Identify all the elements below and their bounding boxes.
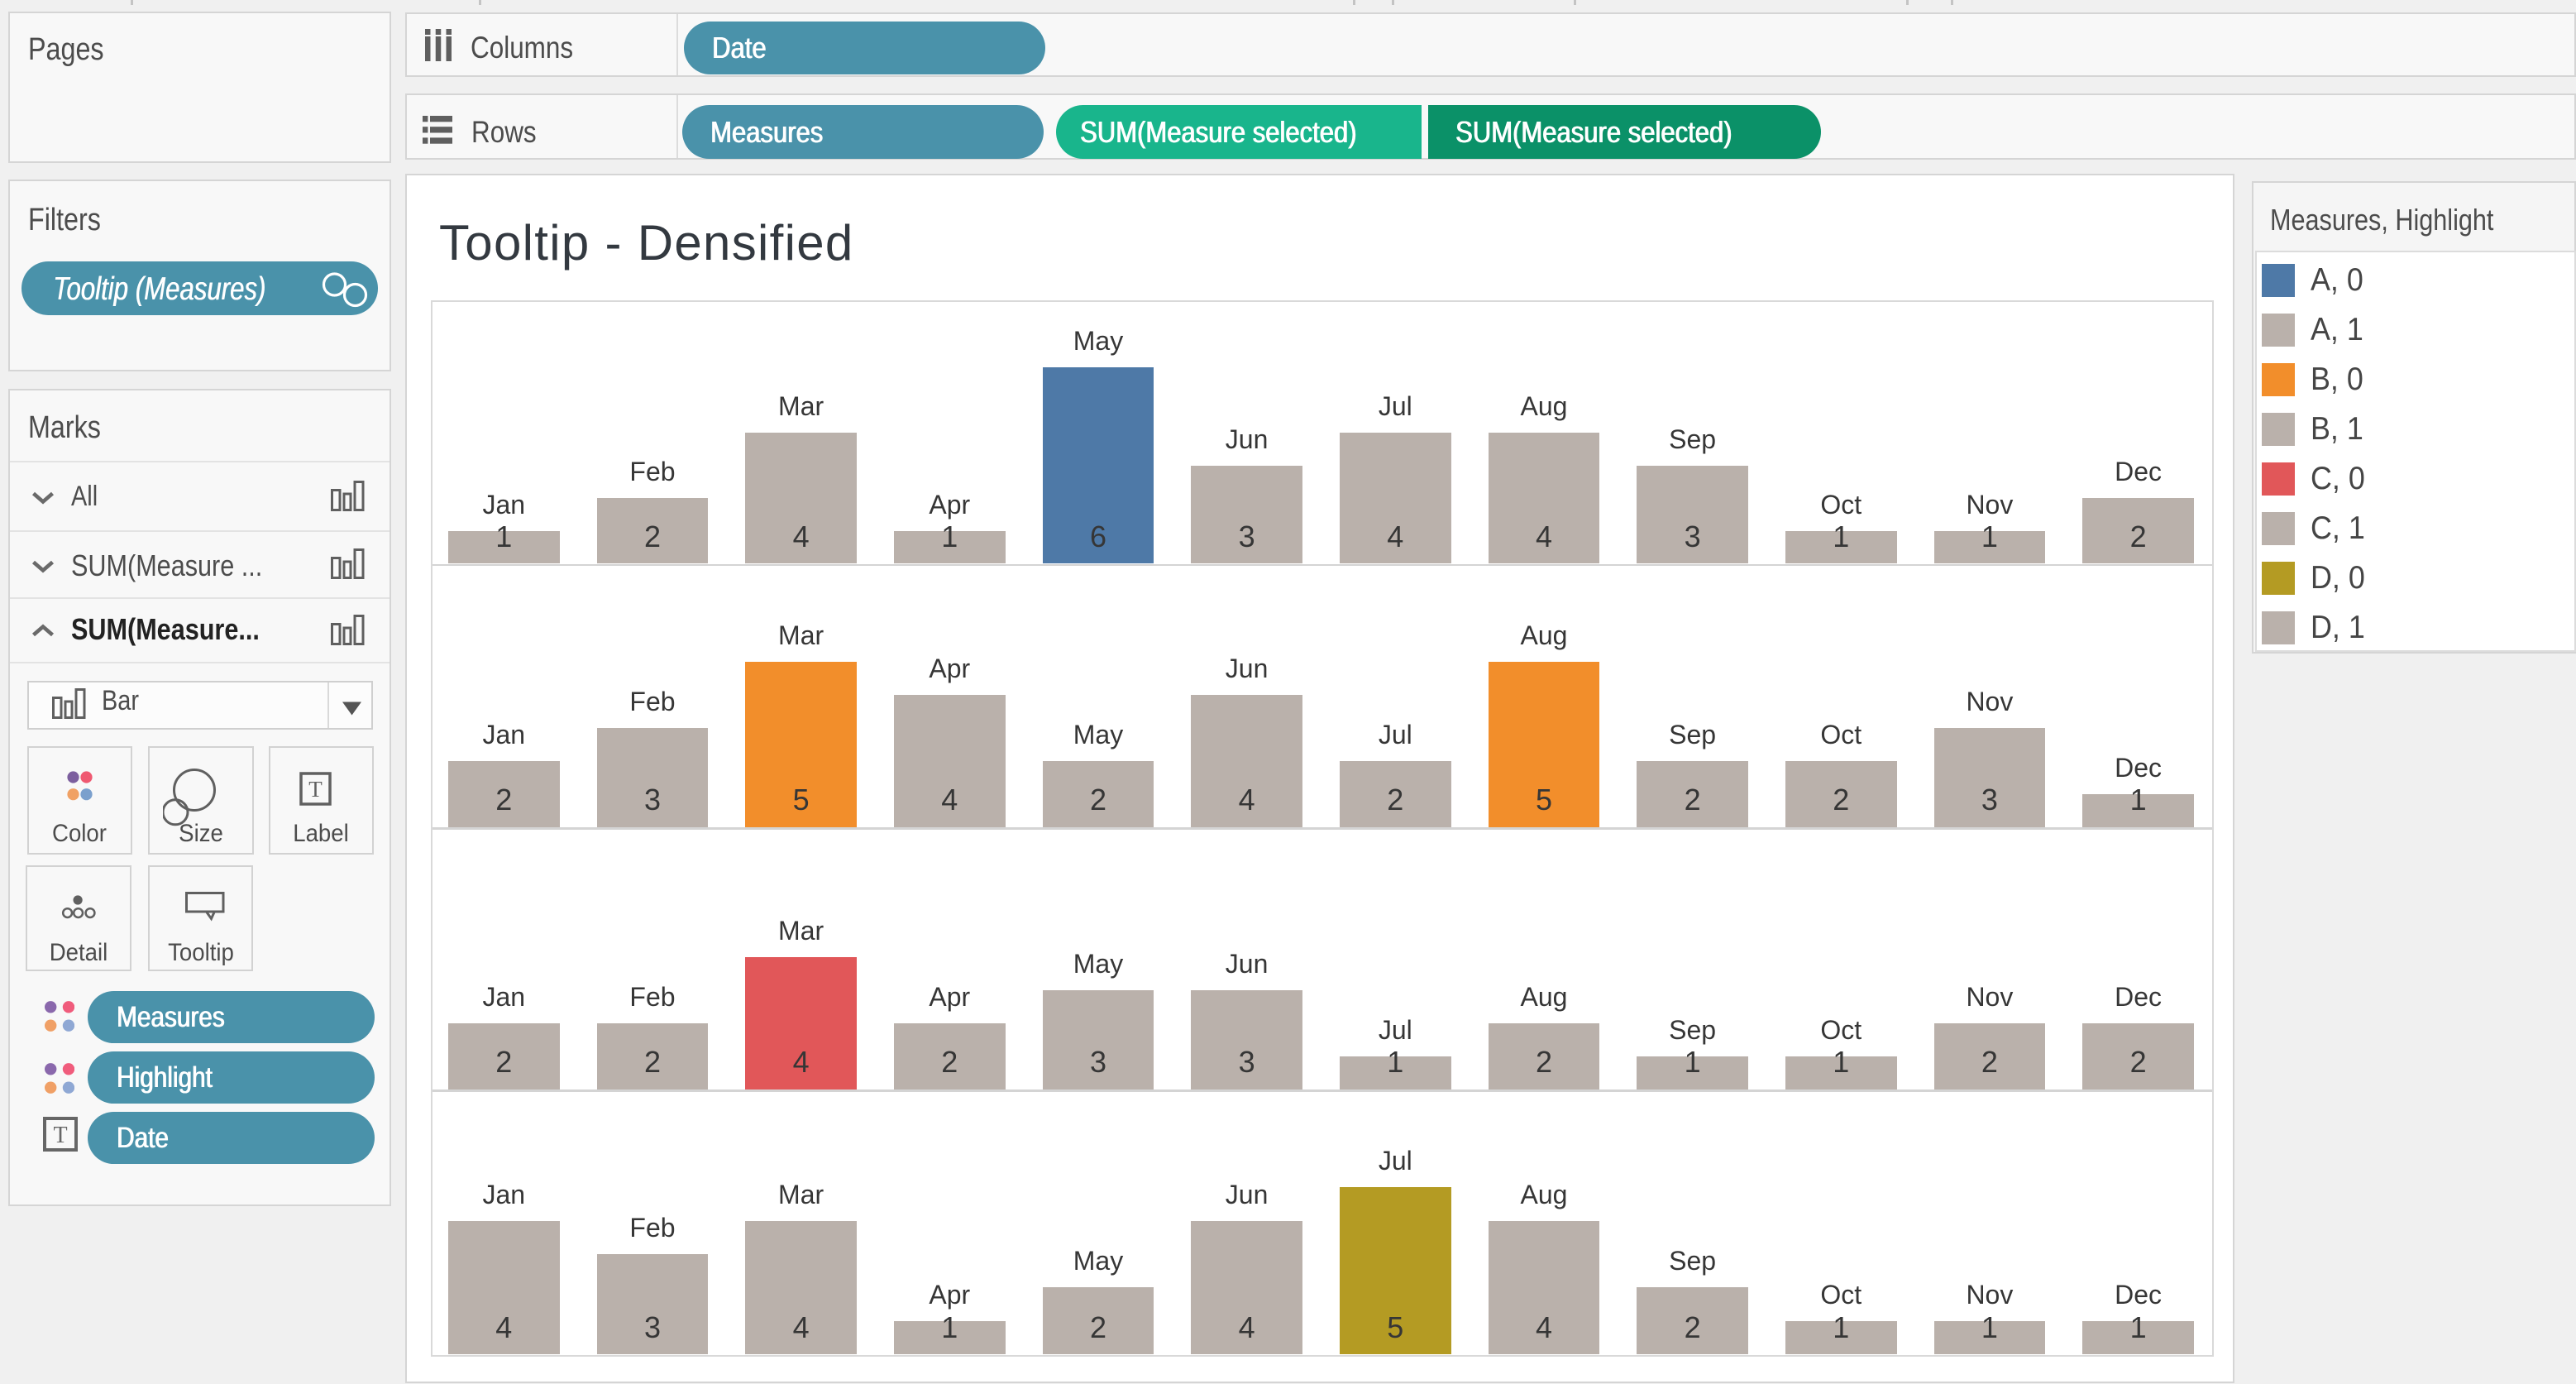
- svg-text:T: T: [308, 777, 323, 802]
- svg-text:T: T: [53, 1123, 67, 1148]
